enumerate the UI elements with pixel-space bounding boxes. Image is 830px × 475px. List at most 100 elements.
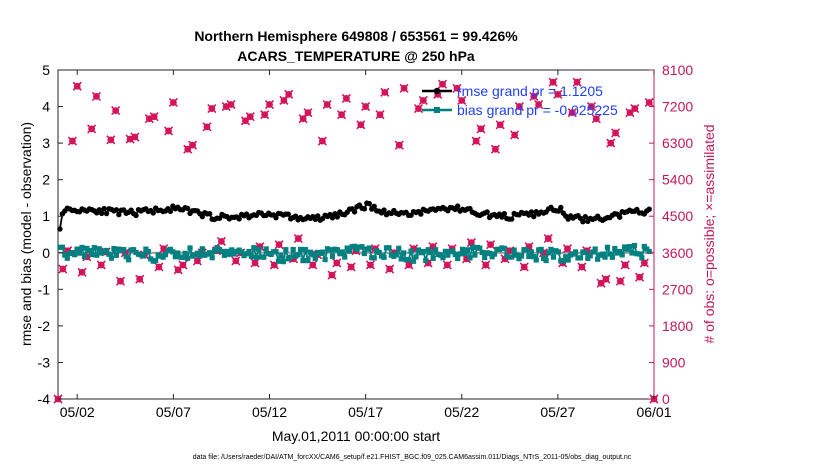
bias-point	[170, 249, 176, 255]
bias-point	[626, 244, 633, 250]
obs-assimilated-cross	[293, 233, 303, 244]
obs-assimilated-cross	[457, 95, 467, 106]
bias-point	[455, 255, 461, 262]
obs-count-marker	[356, 120, 366, 130]
y-right-tick-label: 3600	[662, 245, 693, 261]
obs-count-marker	[481, 260, 491, 270]
obs-assimilated-cross	[341, 93, 351, 103]
rmse-point	[501, 211, 508, 217]
bias-point	[300, 258, 306, 264]
bias-point	[140, 253, 147, 259]
obs-assimilated-cross	[58, 264, 68, 274]
bias-point	[162, 252, 169, 258]
bias-point	[612, 245, 618, 252]
obs-count-marker	[519, 262, 529, 272]
rmse-point	[484, 209, 490, 215]
obs-assimilated-cross	[615, 276, 625, 286]
obs-count-marker	[264, 99, 275, 110]
bias-point	[86, 248, 92, 254]
bias-point	[130, 247, 137, 253]
obs-count-marker	[106, 135, 116, 145]
rmse-point	[57, 226, 63, 232]
bias-point	[393, 252, 399, 258]
obs-assimilated-cross	[96, 260, 106, 270]
obs-assimilated-cross	[356, 120, 366, 130]
bias-point	[624, 246, 630, 252]
bias-point	[482, 254, 488, 261]
bias-point	[322, 256, 328, 263]
obs-assimilated-cross	[476, 124, 486, 134]
obs-assimilated-cross	[332, 258, 342, 268]
bias-point	[531, 254, 537, 260]
obs-count-marker	[260, 110, 270, 120]
obs-assimilated-cross	[418, 95, 428, 106]
rmse-point	[351, 209, 358, 215]
bias-point	[76, 250, 83, 256]
obs-count-marker	[96, 260, 106, 270]
obs-assimilated-cross	[577, 262, 587, 272]
obs-count-marker	[586, 101, 597, 112]
obs-assimilated-cross	[188, 140, 198, 150]
rmse-point	[285, 211, 291, 217]
bias-point	[514, 252, 520, 258]
rmse-point	[580, 219, 586, 225]
bias-point	[359, 244, 365, 250]
obs-assimilated-cross	[490, 144, 500, 154]
obs-count-marker	[188, 140, 198, 150]
obs-assimilated-cross	[567, 108, 577, 118]
obs-assimilated-cross	[317, 136, 327, 146]
obs-count-marker	[346, 262, 356, 272]
obs-assimilated-cross	[437, 79, 448, 89]
rmse-point	[646, 206, 652, 212]
obs-assimilated-cross	[644, 97, 654, 108]
bias-point	[278, 252, 284, 259]
bias-point	[432, 247, 439, 253]
obs-assimilated-cross	[87, 124, 97, 134]
obs-assimilated-cross	[375, 110, 385, 120]
bias-series	[57, 242, 652, 265]
obs-count-marker	[399, 83, 409, 93]
bias-point	[572, 249, 579, 255]
y-right-tick-label: 7200	[662, 99, 693, 115]
rmse-point	[273, 214, 279, 221]
obs-count-marker	[529, 91, 539, 101]
bias-point	[72, 252, 78, 258]
bias-point	[457, 251, 463, 257]
bias-point	[320, 249, 326, 255]
rmse-point	[454, 203, 461, 209]
obs-count-marker	[476, 124, 486, 134]
obs-assimilated-cross	[529, 91, 539, 101]
rmse-point	[582, 214, 589, 220]
bias-point	[327, 247, 333, 253]
rmse-point	[133, 212, 139, 219]
bias-point	[381, 254, 387, 260]
y-right-tick-label: 4500	[662, 208, 693, 224]
obs-count-marker	[231, 256, 241, 266]
bias-point	[408, 248, 414, 254]
bias-point	[302, 247, 309, 253]
obs-assimilated-cross	[149, 112, 159, 122]
bias-point	[239, 249, 245, 255]
rmse-point	[101, 205, 107, 212]
bias-point	[543, 257, 549, 264]
bias-point	[219, 248, 225, 255]
rmse-point	[371, 203, 377, 210]
bias-point	[595, 256, 601, 262]
bias-point	[194, 250, 201, 256]
bias-point	[639, 255, 645, 261]
obs-count-marker	[452, 83, 462, 93]
rmse-point	[199, 213, 206, 220]
obs-assimilated-cross	[572, 77, 582, 87]
y-left-tick-label: 4	[42, 99, 50, 115]
obs-count-marker	[437, 79, 448, 89]
bias-point	[469, 244, 476, 250]
y-right-tick-label: 900	[662, 354, 686, 370]
obs-assimilated-cross	[630, 104, 640, 114]
bias-point	[145, 248, 151, 255]
bias-point	[246, 248, 252, 255]
bias-point	[560, 258, 566, 264]
bias-point	[153, 257, 159, 264]
bias-point	[472, 252, 478, 258]
obs-assimilated-cross	[471, 136, 481, 146]
